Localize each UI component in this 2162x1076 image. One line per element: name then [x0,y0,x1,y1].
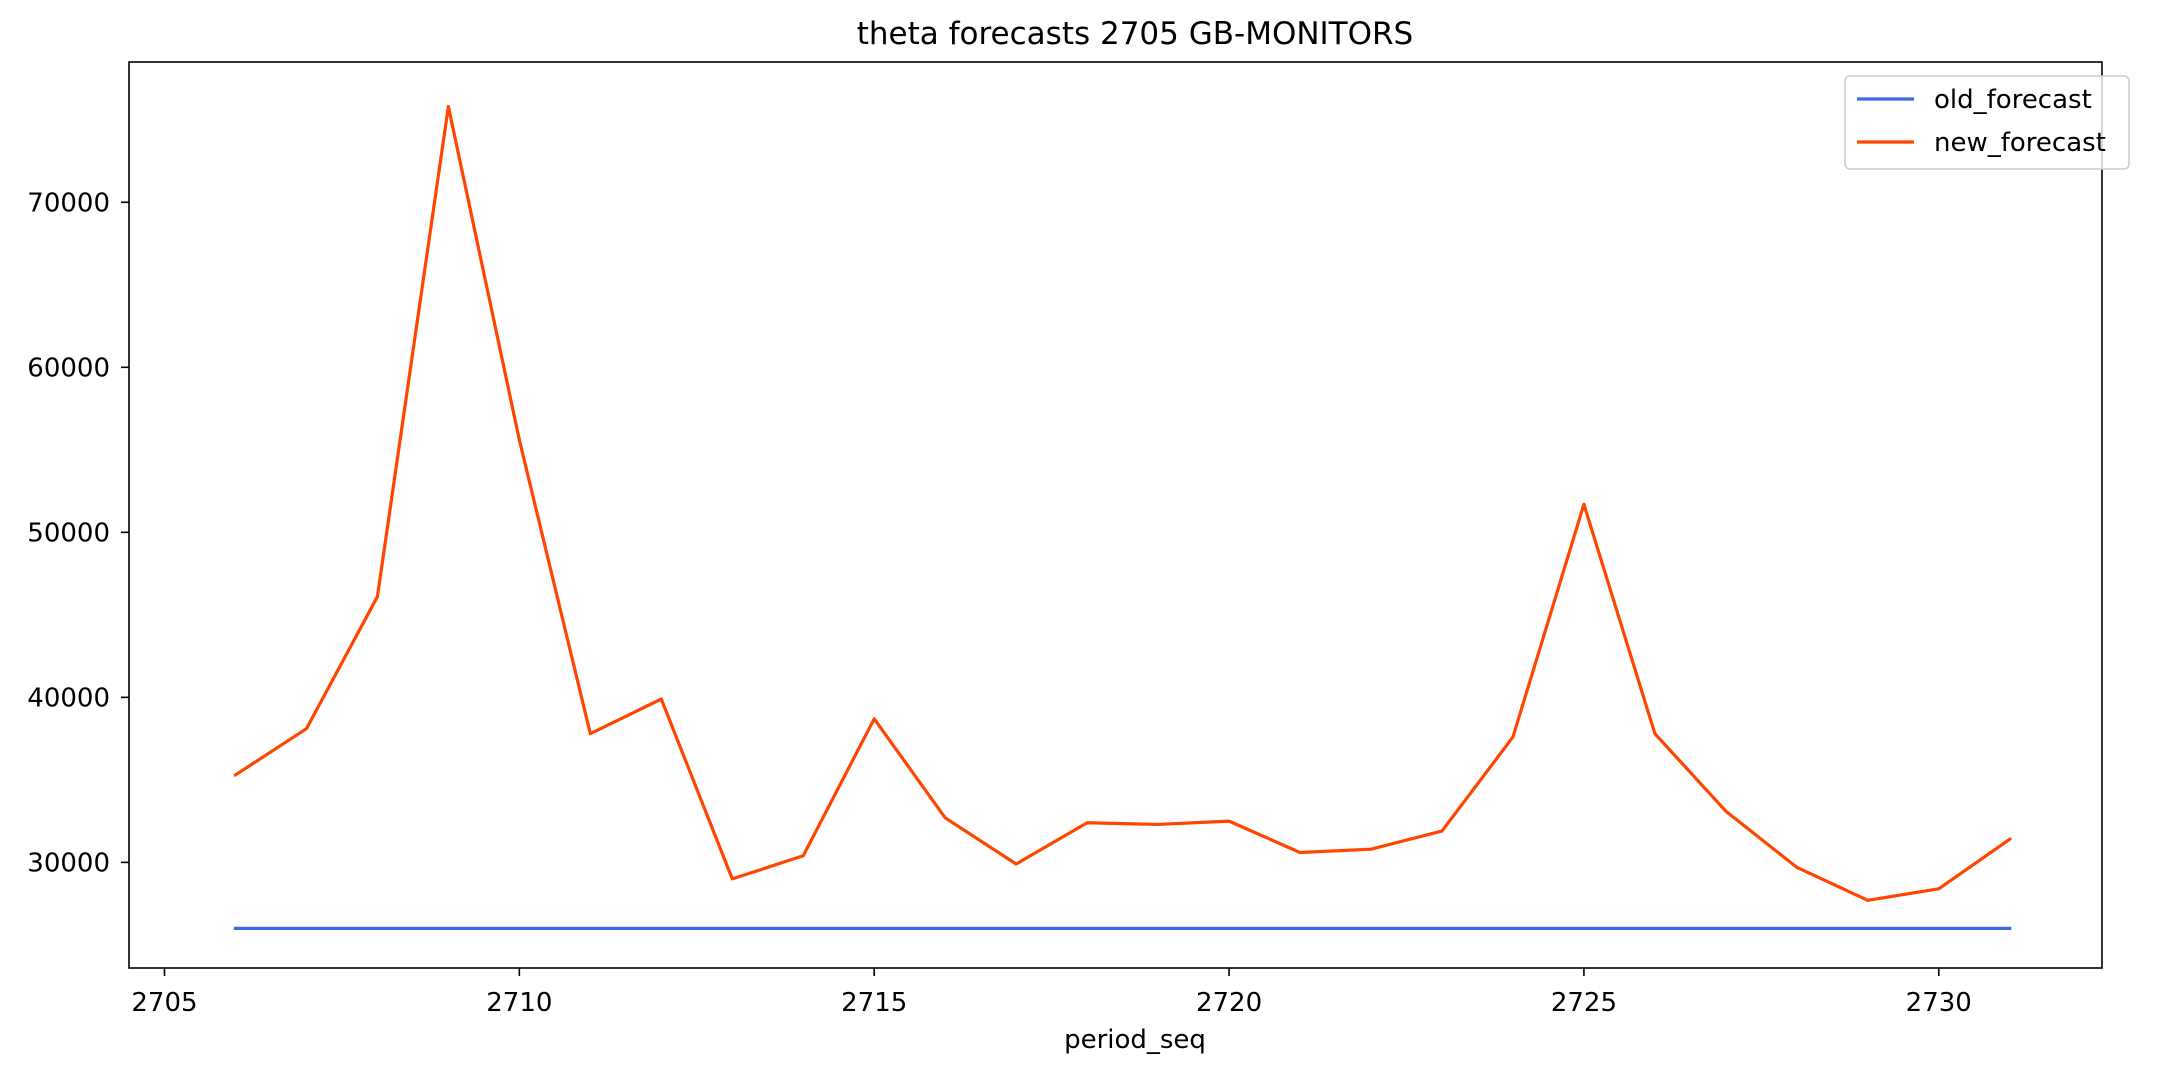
y-tick-label: 40000 [27,683,110,713]
series-line-new-forecast [233,104,2012,902]
legend-box [1844,75,2130,170]
plot-area [128,61,2103,969]
axes-frame [128,61,2103,969]
y-tick-label: 70000 [27,188,110,218]
legend-label-new-forecast: new_forecast [1934,128,2106,158]
x-tick-label: 2705 [131,988,197,1018]
x-tick-label: 2725 [1551,988,1617,1018]
x-tick-label: 2715 [841,988,907,1018]
y-tick-label: 50000 [27,518,110,548]
legend-label-old-forecast: old_forecast [1934,85,2092,115]
legend: old_forecast new_forecast [1844,75,2130,170]
series-layer [233,104,2012,930]
x-tick-label: 2710 [486,988,552,1018]
x-tick-label: 2730 [1906,988,1972,1018]
y-tick-label: 60000 [27,353,110,383]
chart-title: theta forecasts 2705 GB-MONITORS [857,16,1414,52]
x-axis: 2705 2710 2715 2720 2725 2730 [131,968,1972,1018]
x-tick-label: 2720 [1196,988,1262,1018]
x-axis-label: period_seq [1064,1025,1206,1055]
y-tick-label: 30000 [27,848,110,878]
y-axis: 30000 40000 50000 60000 70000 [27,188,129,878]
